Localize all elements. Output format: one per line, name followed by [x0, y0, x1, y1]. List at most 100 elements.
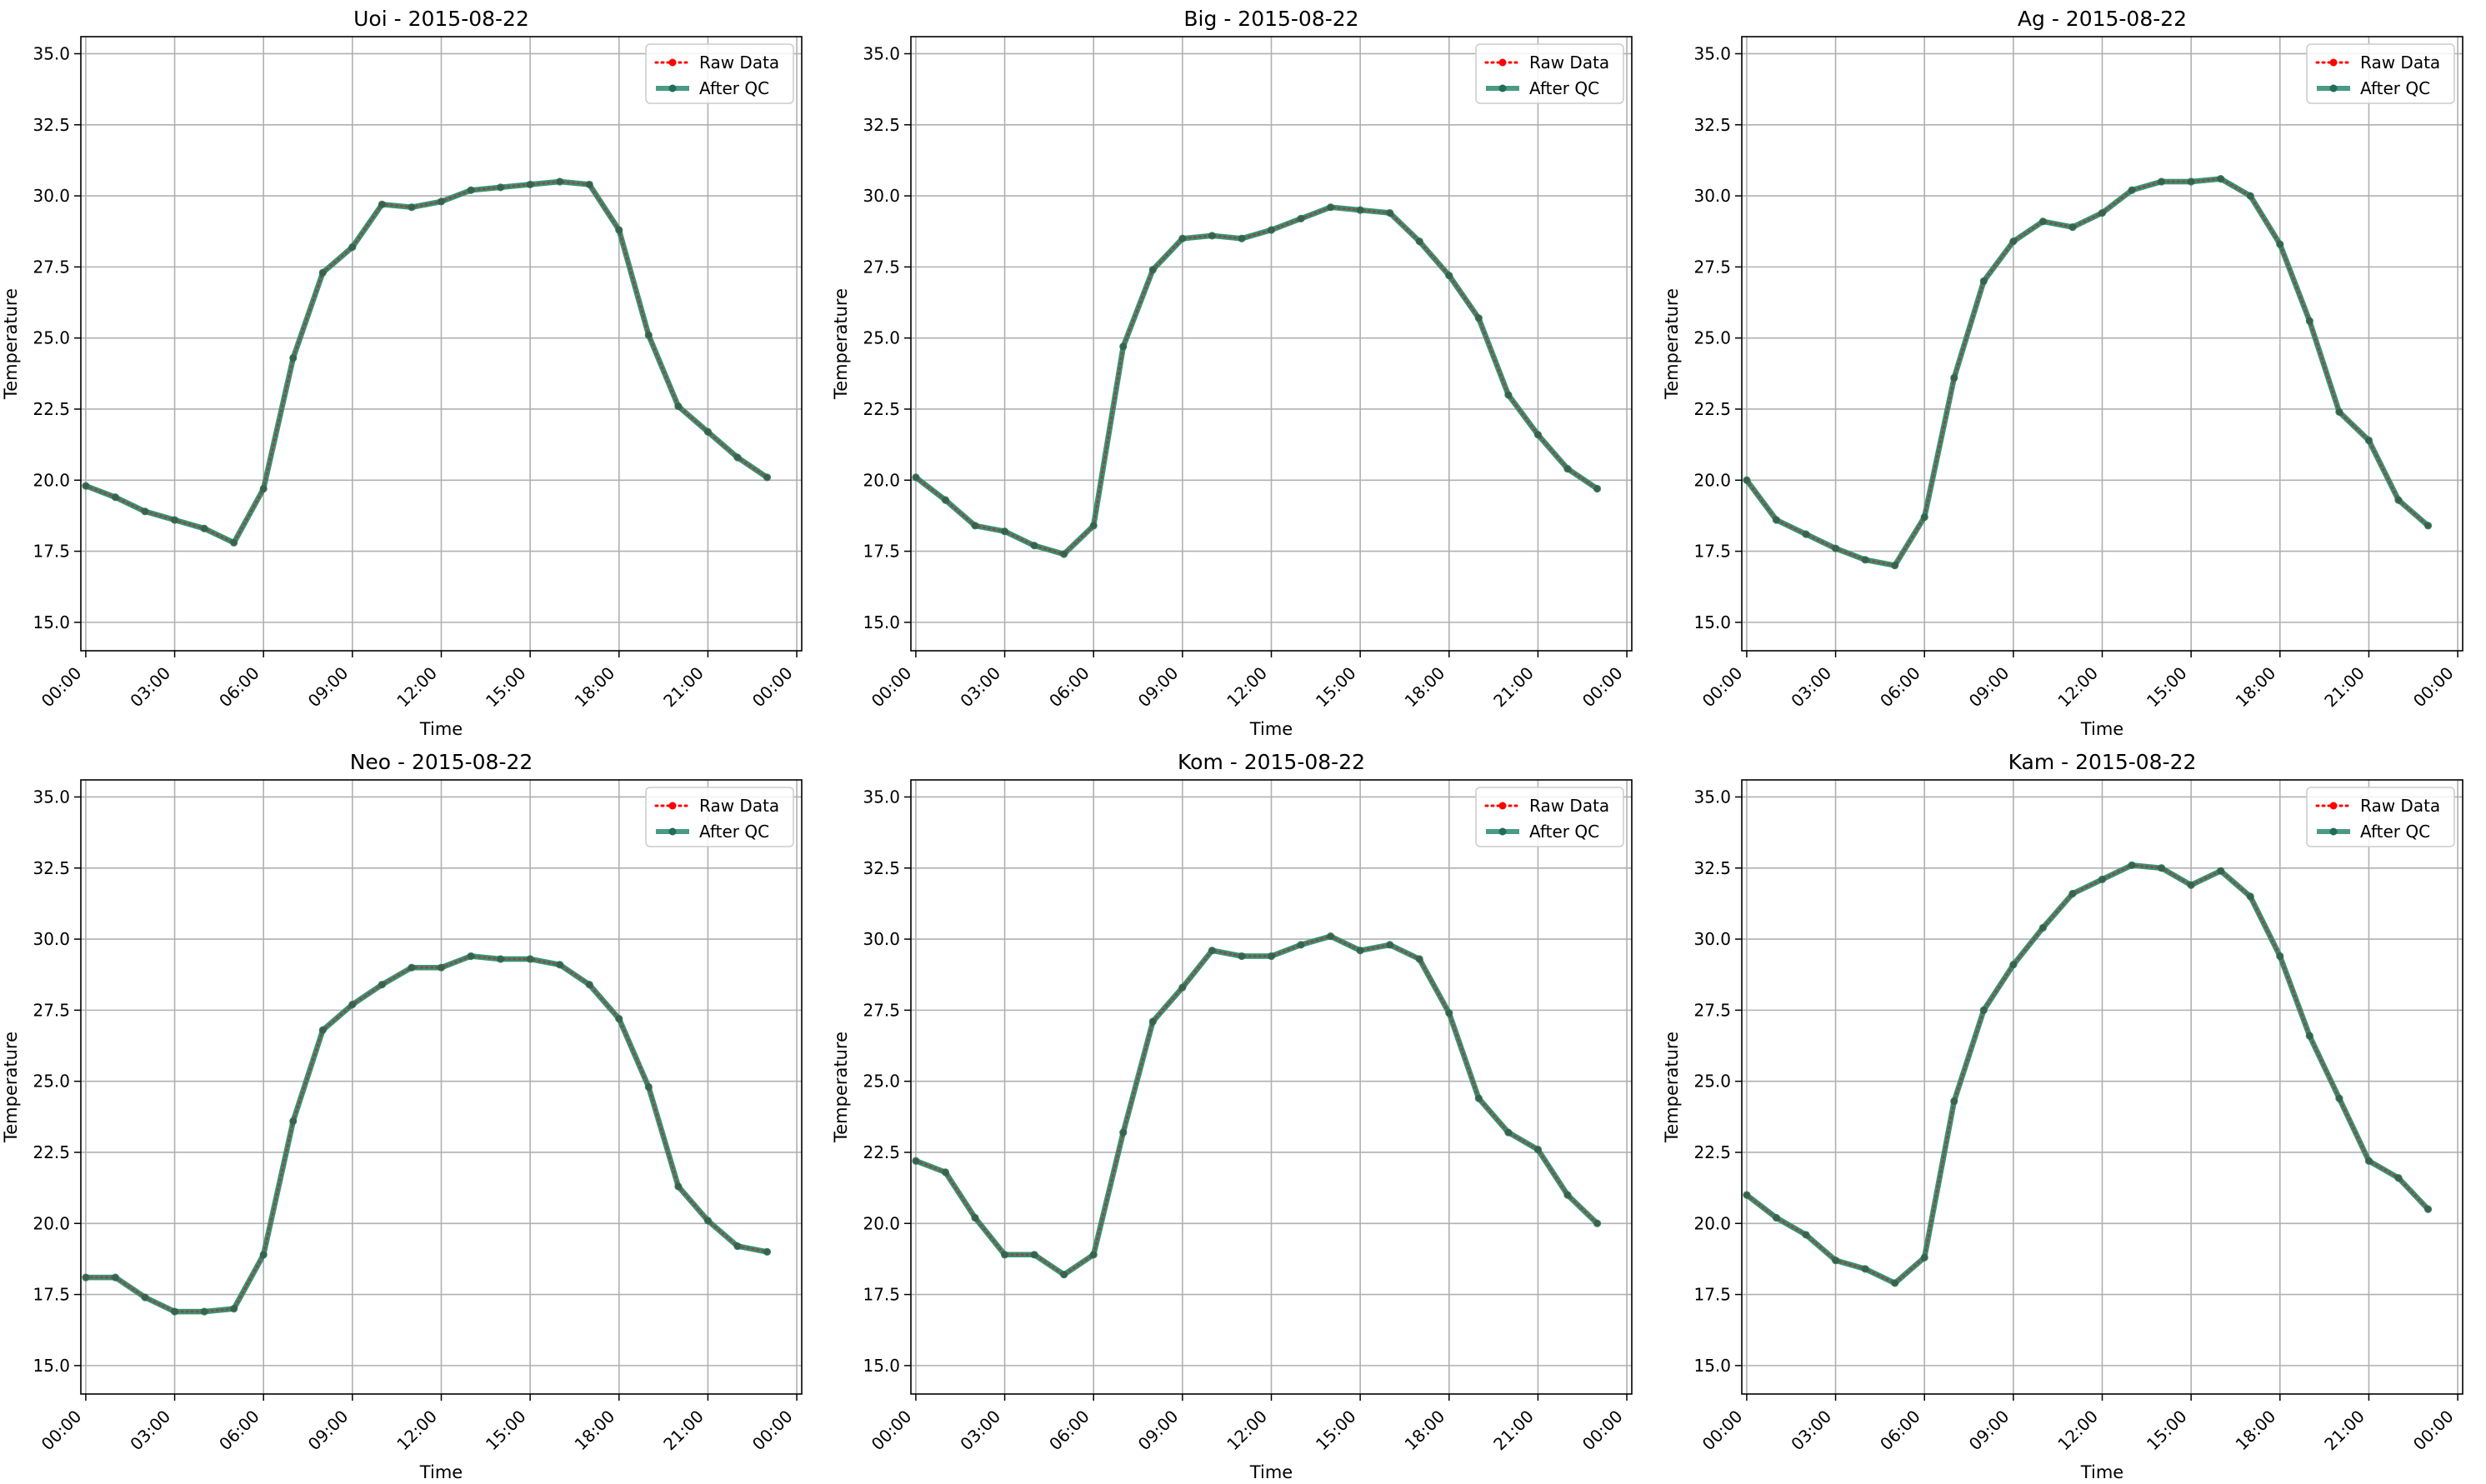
- legend-label-after-qc: After QC: [2360, 78, 2430, 98]
- x-tick-label: 18:00: [2232, 1407, 2280, 1455]
- legend-label-after-qc: After QC: [1529, 822, 1599, 842]
- after-qc-point: [1148, 266, 1157, 274]
- chart-title: Kam - 2015-08-22: [2008, 750, 2197, 774]
- y-tick-label: 32.5: [863, 115, 900, 135]
- after-qc-point: [1030, 542, 1038, 550]
- after-qc-point: [1326, 203, 1335, 212]
- after-qc-point: [2305, 1032, 2313, 1040]
- x-tick-label: 00:00: [2409, 663, 2458, 712]
- after-qc-point: [674, 402, 683, 411]
- x-tick-label: 06:00: [215, 663, 263, 712]
- legend: Raw Data After QC: [1475, 787, 1624, 847]
- after-qc-point: [82, 1273, 90, 1282]
- after-qc-point: [111, 493, 120, 502]
- after-qc-point: [763, 1247, 772, 1256]
- after-qc-point: [1891, 562, 1899, 570]
- after-qc-point: [2364, 436, 2373, 445]
- after-qc-point: [941, 496, 950, 504]
- after-qc-point: [259, 484, 268, 493]
- x-tick-label: 09:00: [304, 663, 353, 712]
- y-tick-label: 25.0: [33, 1072, 70, 1092]
- y-tick-label: 25.0: [863, 328, 900, 348]
- after-qc-point: [1802, 1231, 1810, 1239]
- after-qc-point: [1474, 1094, 1483, 1102]
- y-tick-label: 20.0: [33, 1213, 70, 1233]
- after-qc-point: [1297, 214, 1305, 222]
- x-tick-label: 12:00: [1223, 1407, 1271, 1455]
- x-tick-label: 00:00: [38, 663, 86, 712]
- after-qc-point: [141, 1293, 149, 1302]
- y-tick-label: 32.5: [1693, 115, 1731, 135]
- legend-marker-raw-data: [2329, 802, 2338, 810]
- x-tick-label: 09:00: [1965, 663, 2013, 712]
- x-tick-label: 15:00: [1312, 1407, 1360, 1455]
- y-tick-label: 15.0: [1693, 612, 1731, 632]
- legend-marker-raw-data: [2329, 58, 2338, 67]
- after-qc-point: [1089, 1251, 1098, 1259]
- y-tick-label: 35.0: [1693, 43, 1731, 63]
- after-qc-point: [2335, 407, 2343, 416]
- after-qc-point: [2009, 237, 2018, 246]
- y-tick-label: 17.5: [1693, 542, 1731, 562]
- after-qc-point: [1326, 932, 1335, 941]
- x-tick-label: 00:00: [868, 663, 916, 712]
- after-qc-point: [1504, 391, 1513, 399]
- after-qc-point: [378, 981, 387, 989]
- after-qc-point: [1386, 208, 1394, 217]
- x-axis-label: Time: [419, 719, 463, 739]
- after-qc-point: [437, 197, 446, 206]
- x-tick-label: 06:00: [215, 1407, 263, 1455]
- after-qc-point: [1267, 952, 1276, 961]
- after-qc-point: [912, 1157, 920, 1165]
- after-qc-point: [2098, 875, 2107, 884]
- y-tick-label: 27.5: [1693, 257, 1731, 277]
- after-qc-point: [1861, 1265, 1869, 1273]
- legend-marker-after-qc: [668, 84, 677, 92]
- x-tick-label: 18:00: [571, 663, 619, 712]
- after-qc-point: [1178, 983, 1187, 992]
- after-qc-point: [1920, 513, 1928, 522]
- after-qc-point: [1861, 556, 1869, 564]
- legend-marker-raw-data: [1498, 802, 1507, 810]
- y-tick-label: 22.5: [1693, 399, 1731, 419]
- x-tick-label: 00:00: [868, 1407, 916, 1455]
- chart-panel: 00:00 03:00 06:00 09:00 12:00 15:00 18:00 21:00…: [1, 750, 803, 1482]
- y-tick-label: 27.5: [863, 257, 900, 277]
- y-tick-label: 20.0: [863, 470, 900, 490]
- y-tick-label: 22.5: [33, 399, 70, 419]
- after-qc-point: [556, 177, 564, 186]
- after-qc-point: [1504, 1128, 1513, 1137]
- y-tick-label: 30.0: [1693, 929, 1731, 949]
- legend: Raw Data After QC: [2306, 43, 2455, 104]
- after-qc-point: [2009, 961, 2018, 969]
- after-qc-point: [467, 952, 475, 961]
- after-qc-point: [1119, 1128, 1128, 1137]
- after-qc-point: [1208, 232, 1217, 240]
- chart-panel: 00:00 03:00 06:00 09:00 12:00 15:00 18:00 21:00…: [1, 7, 803, 739]
- x-axis-label: Time: [2080, 719, 2123, 739]
- after-qc-point: [2276, 952, 2284, 961]
- after-qc-point: [644, 1082, 653, 1092]
- legend-label-raw-data: Raw Data: [699, 52, 779, 72]
- y-tick-label: 25.0: [1693, 328, 1731, 348]
- chart-panel: 00:00 03:00 06:00 09:00 12:00 15:00 18:00 21:00…: [1662, 750, 2463, 1482]
- legend-marker-raw-data: [668, 802, 677, 810]
- x-tick-label: 18:00: [2232, 663, 2280, 712]
- series-line-after-qc-overlay: [1744, 176, 2430, 568]
- after-qc-point: [2038, 217, 2048, 226]
- legend-label-raw-data: Raw Data: [1529, 52, 1609, 72]
- after-qc-point: [170, 1307, 179, 1316]
- after-qc-point: [1979, 1006, 1988, 1014]
- y-tick-label: 32.5: [863, 858, 900, 878]
- legend-label-after-qc: After QC: [699, 78, 769, 98]
- y-tick-label: 30.0: [33, 929, 70, 949]
- chart-title: Big - 2015-08-22: [1183, 7, 1358, 31]
- x-tick-label: 06:00: [1045, 663, 1093, 712]
- x-tick-label: 03:00: [1787, 1407, 1835, 1455]
- after-qc-point: [2335, 1094, 2343, 1102]
- y-tick-label: 15.0: [863, 612, 900, 632]
- series-line-after-qc-overlay: [84, 178, 769, 546]
- legend-marker-raw-data: [1498, 58, 1507, 67]
- y-tick-label: 22.5: [863, 399, 900, 419]
- legend-marker-after-qc: [2329, 827, 2338, 836]
